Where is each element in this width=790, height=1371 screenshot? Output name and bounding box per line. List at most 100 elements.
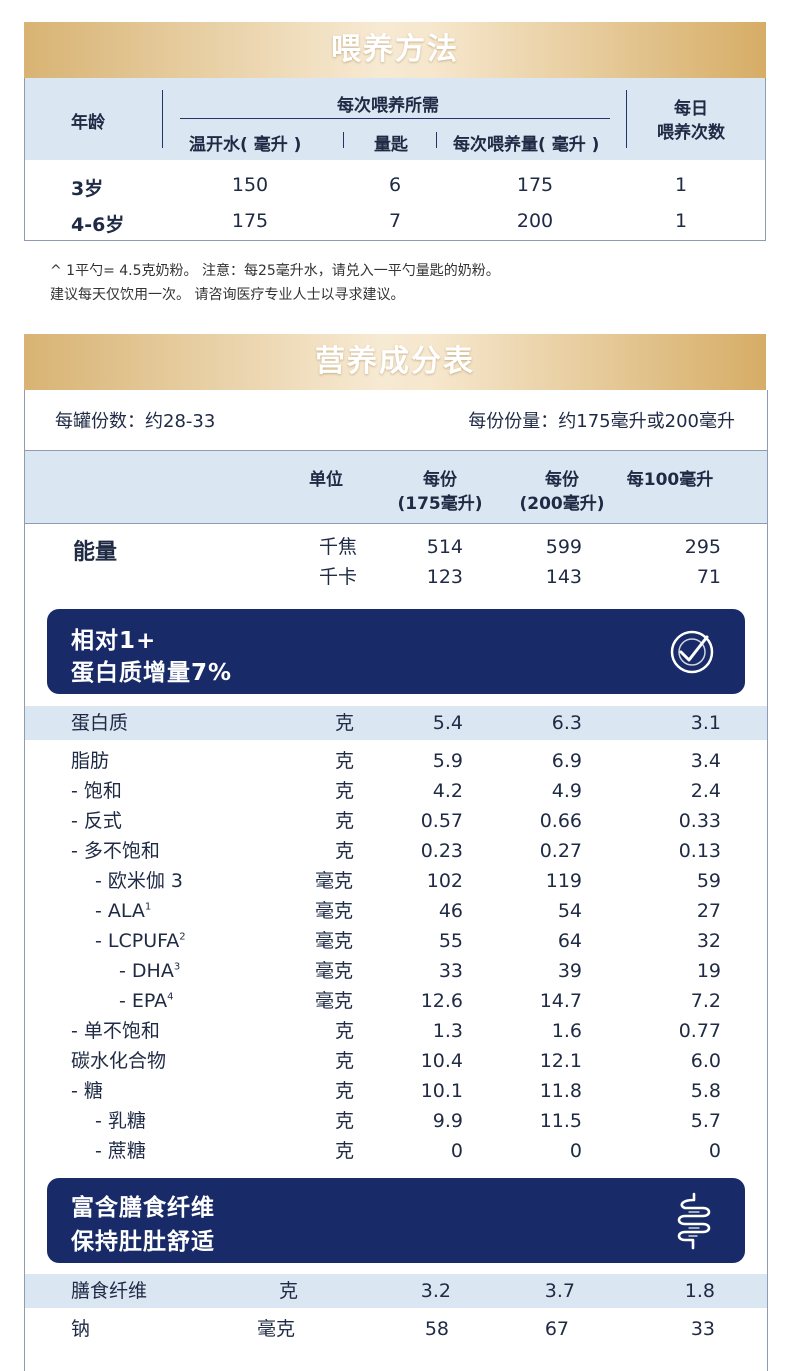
checkmark-circle-icon [670,630,714,674]
value-200: 0.66 [539,810,582,832]
nutrient-row: - LCPUFA2 毫克 55 64 32 [25,926,767,956]
value-175: 0 [450,1140,463,1162]
header-scoop: 量匙 [374,135,408,155]
value-175: 10.4 [420,1050,463,1072]
value-200: 3.7 [544,1280,575,1302]
feeding-header: 年龄 每次喂养所需 温开水( 毫升 ) 量匙 每次喂养量( 毫升 ) 每日 喂养… [25,78,765,160]
nutrient-name-text: - ALA [95,900,145,922]
value-100ml: 295 [684,536,721,558]
value-175: 33 [438,960,463,982]
nutrient-row: - 糖 克 10.1 11.8 5.8 [25,1076,767,1106]
daily-cell: 1 [674,210,688,232]
intestine-icon [677,1192,711,1250]
value-100ml: 0.33 [678,810,721,832]
nutrient-name-text: - 反式 [71,810,122,832]
divider [626,90,627,148]
value-200: 67 [544,1318,569,1340]
daily-cell: 1 [674,174,688,196]
nutrient-name: - LCPUFA2 [95,926,186,956]
value-100ml: 71 [696,566,721,588]
nutrient-name: - 多不饱和 [71,836,160,866]
nutrient-name: - 单不饱和 [71,1016,160,1046]
header-age: 年龄 [71,113,105,133]
value-175: 3.2 [420,1280,451,1302]
unit-cell: 毫克 [315,930,354,952]
value-200: 143 [545,566,582,588]
divider [180,118,610,119]
age-cell: 3岁 [71,178,104,200]
header-per-serving-200-ml: (200毫升) [519,494,605,514]
unit-cell: 毫克 [257,1318,296,1340]
footnote-marker: 4 [167,991,174,1003]
nutrient-name: - ALA1 [95,896,151,926]
value-100ml: 27 [696,900,721,922]
protein-row: 蛋白质 克 5.4 6.3 3.1 [25,706,767,740]
nutrient-name-text: - 欧米伽 3 [95,870,184,892]
value-100ml: 5.7 [690,1110,721,1132]
fiber-callout: 富含膳食纤维 保持肚肚舒适 [47,1178,745,1263]
nutrient-row: 碳水化合物 克 10.4 12.1 6.0 [25,1046,767,1076]
nutrient-row: - ALA1 毫克 46 54 27 [25,896,767,926]
water-cell: 175 [231,210,269,232]
header-per-feeding: 每次喂养所需 [337,96,439,116]
value-175: 0.57 [420,810,463,832]
nutrient-name-text: - EPA [119,990,168,1012]
header-water: 温开水( 毫升 ) [189,135,302,155]
header-per-100ml: 每100毫升 [626,470,714,490]
callout-line: 蛋白质增量7% [71,660,233,686]
value-175: 5.4 [432,712,463,734]
value-100ml: 33 [690,1318,715,1340]
value-200: 11.5 [539,1110,582,1132]
value-200: 14.7 [539,990,582,1012]
unit-cell: 克 [335,840,355,862]
unit-cell: 千焦 [319,536,358,558]
unit-cell: 毫克 [315,870,354,892]
header-daily: 每日 [674,99,708,119]
nutrient-row: - 反式 克 0.57 0.66 0.33 [25,806,767,836]
divider [162,90,163,148]
value-100ml: 3.1 [690,712,721,734]
nutrient-name: - 欧米伽 3 [95,866,183,896]
nutrient-name-text: 碳水化合物 [71,1050,167,1072]
nutrient-name-text: - 糖 [71,1080,103,1102]
nutrient-name: - DHA3 [119,956,180,986]
nutrient-row: - DHA3 毫克 33 39 19 [25,956,767,986]
value-200: 6.9 [551,750,582,772]
footnote-marker: 3 [173,961,181,973]
divider [436,132,437,148]
protein-callout: 相对1+ 蛋白质增量7% [47,609,745,694]
feeding-row: 3岁 150 6 175 1 [25,172,765,202]
value-100ml: 3.4 [690,750,721,772]
energy-row: 千焦 514 599 295 [25,532,767,562]
nutrient-name-text: - LCPUFA [95,930,180,952]
header-per-serving-175: 每份 [423,470,457,490]
nutrient-list: 脂肪克 5.9 6.9 3.4- 饱和克 4.2 4.9 2.4- 反式克 0.57 0.66 0… [25,746,767,1166]
callout-line: 富含膳食纤维 [71,1195,215,1221]
value-200: 119 [545,870,582,892]
feeding-table: 年龄 每次喂养所需 温开水( 毫升 ) 量匙 每次喂养量( 毫升 ) 每日 喂养… [24,78,766,241]
nutrient-name-text: - 单不饱和 [71,1020,160,1042]
footnote-marker: 2 [179,931,186,943]
value-175: 102 [426,870,463,892]
value-200: 1.6 [551,1020,582,1042]
value-175: 514 [426,536,463,558]
value-200: 12.1 [539,1050,582,1072]
value-175: 1.3 [432,1020,463,1042]
value-100ml: 0.77 [678,1020,721,1042]
nutrient-name-text: - 蔗糖 [95,1140,146,1162]
value-200: 0 [569,1140,582,1162]
value-200: 39 [557,960,582,982]
value-200: 11.8 [539,1080,582,1102]
value-175: 58 [424,1318,449,1340]
fiber-row: 膳食纤维 克 3.2 3.7 1.8 [25,1274,767,1308]
value-175: 46 [438,900,463,922]
value-100ml: 7.2 [690,990,721,1012]
feeding-note: ^ 1平勺= 4.5克奶粉。 注意：每25毫升水，请兑入一平勺量匙的奶粉。 [50,263,500,279]
unit-cell: 克 [335,1050,355,1072]
nutrient-row: 脂肪 克 5.9 6.9 3.4 [25,746,767,776]
nutrition-header: 单位 每份 (175毫升) 每份 (200毫升) 每100毫升 [25,450,767,524]
value-175: 0.23 [420,840,463,862]
value-175: 4.2 [432,780,463,802]
unit-cell: 克 [335,1080,355,1102]
nutrient-name: 钠 [71,1318,91,1340]
